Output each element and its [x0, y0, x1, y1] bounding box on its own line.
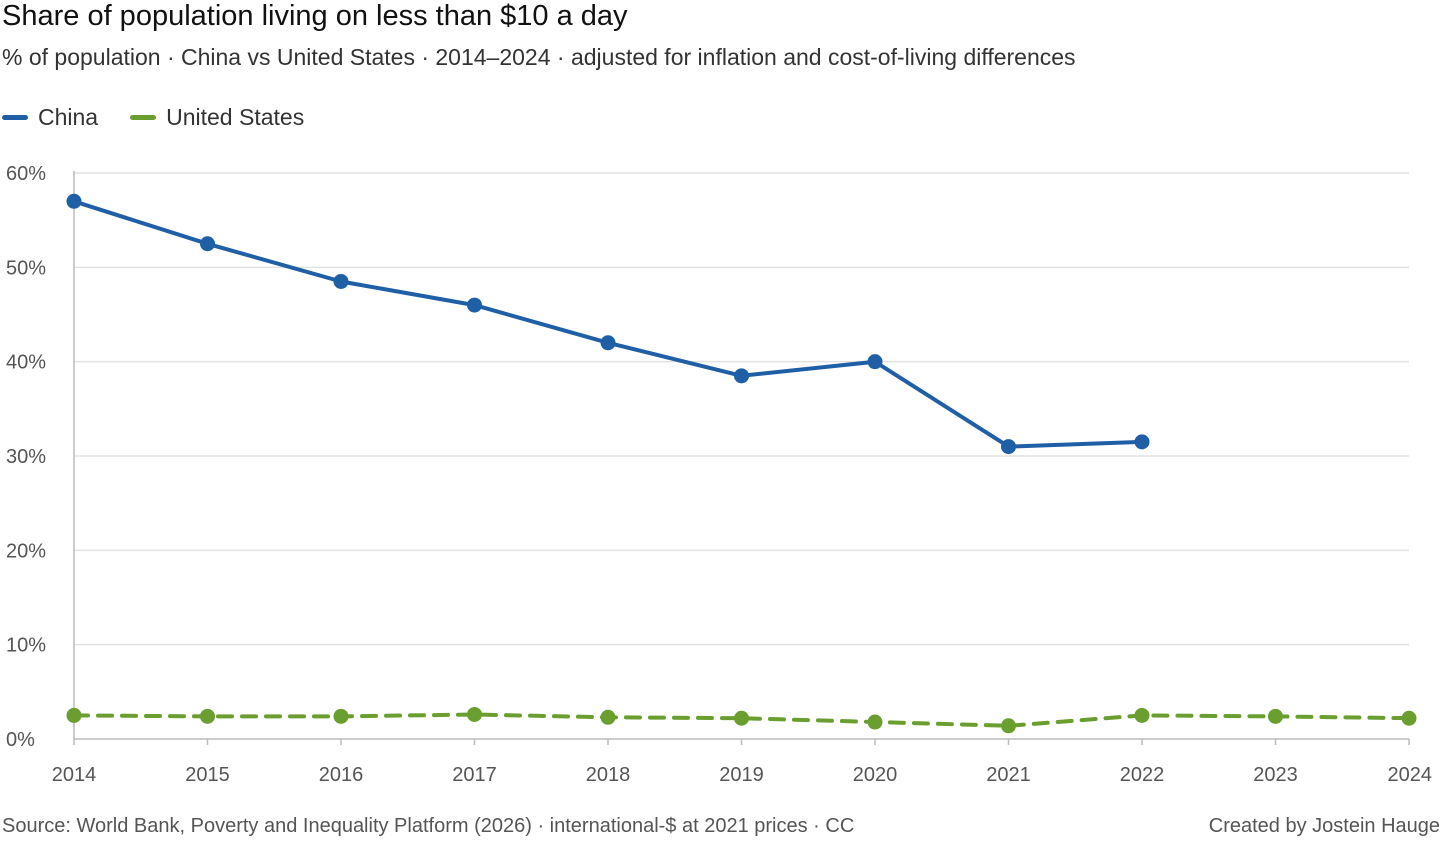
data-point-china [600, 335, 616, 351]
x-tick-label: 2024 [1388, 764, 1433, 786]
legend-item-united-states[interactable]: United States [130, 104, 304, 131]
data-point-united-states [1268, 708, 1283, 724]
x-tick-label: 2023 [1253, 764, 1298, 786]
data-point-china [333, 273, 349, 289]
x-tick-label: 2018 [586, 764, 631, 786]
chart-subtitle: % of population · China vs United States… [2, 44, 1076, 70]
y-tick-label: 0% [6, 729, 35, 751]
legend: China United States [2, 104, 336, 131]
legend-label-united-states: United States [166, 104, 305, 130]
chart-title: Share of population living on less than … [2, 0, 628, 32]
x-tick-label: 2014 [52, 764, 97, 786]
data-point-china [734, 368, 749, 384]
legend-swatch-united-states [130, 115, 157, 120]
data-point-united-states [1001, 718, 1016, 734]
data-point-united-states [1134, 707, 1150, 723]
x-tick-label: 2021 [986, 764, 1031, 786]
data-point-united-states [66, 707, 82, 723]
x-tick-label: 2019 [719, 764, 764, 786]
series-line-china [72, 199, 1144, 449]
y-tick-label: 60% [6, 163, 46, 185]
y-tick-label: 10% [6, 635, 46, 657]
data-point-china [1134, 434, 1150, 450]
legend-item-china[interactable]: China [2, 104, 98, 131]
source-note: Source: World Bank, Poverty and Inequali… [2, 815, 855, 837]
data-point-united-states [200, 708, 215, 724]
data-point-china [200, 236, 215, 252]
series-line-united-states [72, 712, 1411, 728]
x-tick-label: 2017 [452, 764, 497, 786]
y-tick-label: 50% [6, 257, 46, 279]
y-tick-label: 40% [6, 352, 46, 374]
data-point-china [467, 297, 482, 313]
data-point-united-states [467, 706, 482, 722]
data-point-china [66, 193, 82, 209]
credit-note: Created by Jostein Hauge [1208, 815, 1440, 837]
data-point-united-states [734, 710, 749, 726]
data-point-china [867, 354, 883, 370]
legend-label-china: China [38, 104, 99, 130]
data-point-united-states [867, 714, 883, 730]
data-point-united-states [333, 708, 349, 724]
data-point-united-states [1401, 710, 1417, 726]
y-tick-label: 30% [6, 446, 46, 468]
x-tick-label: 2016 [319, 764, 364, 786]
data-point-united-states [600, 709, 616, 725]
legend-swatch-china [2, 115, 28, 120]
data-point-china [1001, 439, 1016, 455]
x-tick-label: 2020 [853, 764, 898, 786]
x-tick-label: 2022 [1120, 764, 1165, 786]
x-tick-label: 2015 [185, 764, 230, 786]
y-tick-label: 20% [6, 540, 46, 562]
